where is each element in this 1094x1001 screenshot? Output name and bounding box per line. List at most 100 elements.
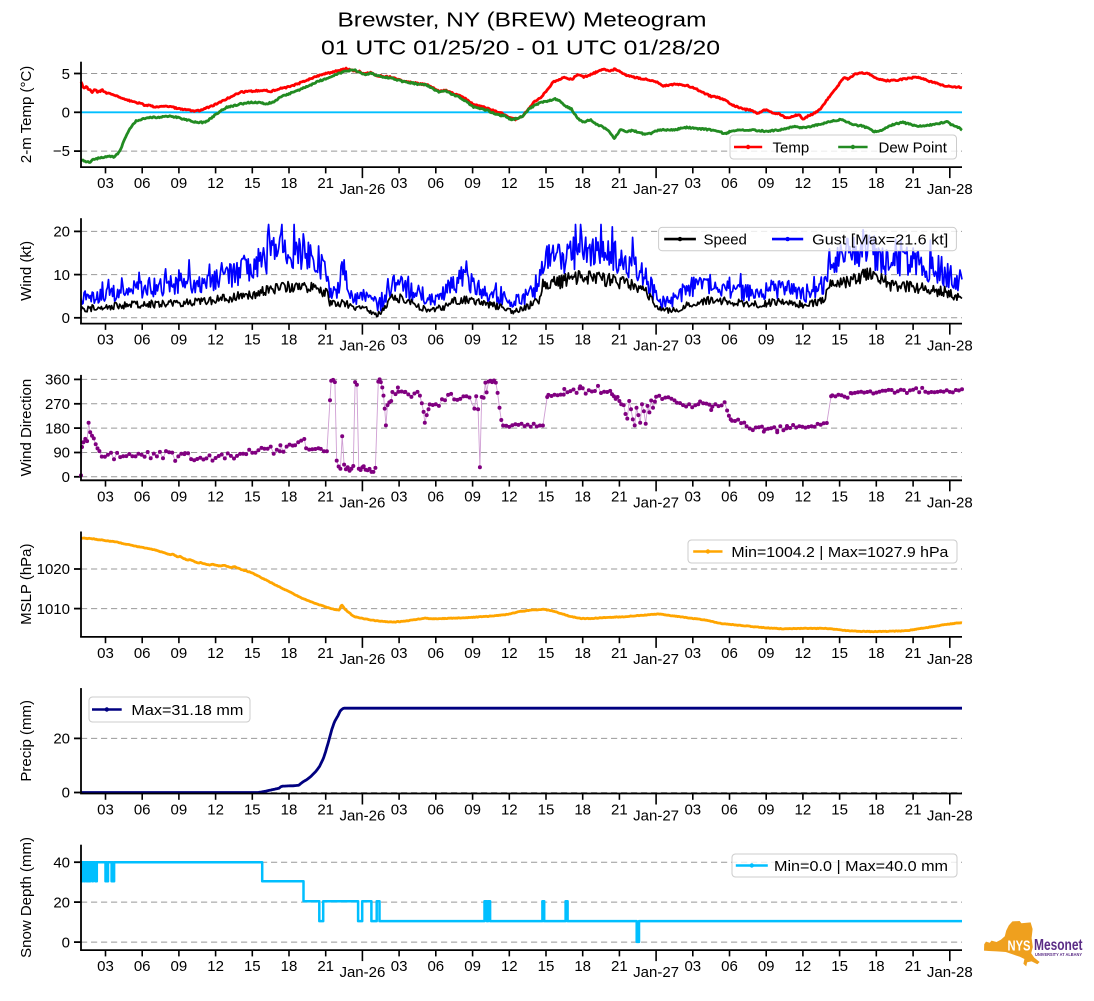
svg-text:10: 10 [53, 267, 70, 284]
svg-text:Jan-26: Jan-26 [339, 181, 385, 198]
svg-text:06: 06 [427, 488, 444, 505]
svg-text:18: 18 [574, 958, 591, 975]
svg-text:06: 06 [134, 645, 151, 662]
svg-text:Jan-28: Jan-28 [927, 494, 973, 511]
svg-text:09: 09 [171, 645, 188, 662]
svg-text:03: 03 [97, 645, 114, 662]
svg-text:Snow Depth (mm): Snow Depth (mm) [18, 837, 35, 958]
svg-text:06: 06 [134, 175, 151, 192]
svg-text:12: 12 [207, 802, 224, 819]
svg-text:18: 18 [281, 645, 298, 662]
svg-text:Temp: Temp [773, 139, 810, 156]
svg-text:20: 20 [53, 224, 70, 241]
svg-text:09: 09 [171, 332, 188, 349]
svg-text:Jan-26: Jan-26 [339, 808, 385, 825]
svg-text:Gust [Max=21.6 kt]: Gust [Max=21.6 kt] [812, 231, 948, 248]
svg-text:18: 18 [281, 958, 298, 975]
svg-text:18: 18 [574, 332, 591, 349]
svg-text:03: 03 [97, 802, 114, 819]
svg-text:21: 21 [611, 958, 628, 975]
svg-text:18: 18 [574, 645, 591, 662]
svg-text:Jan-27: Jan-27 [633, 181, 679, 198]
svg-text:20: 20 [53, 894, 70, 911]
svg-text:03: 03 [684, 645, 701, 662]
svg-text:Wind (kt): Wind (kt) [18, 241, 35, 301]
svg-text:15: 15 [831, 488, 848, 505]
svg-text:21: 21 [317, 645, 334, 662]
svg-text:15: 15 [244, 332, 261, 349]
svg-text:Dew Point: Dew Point [879, 139, 948, 156]
svg-text:Jan-27: Jan-27 [633, 338, 679, 355]
svg-text:21: 21 [317, 488, 334, 505]
svg-text:18: 18 [574, 802, 591, 819]
svg-text:06: 06 [427, 802, 444, 819]
svg-text:Jan-28: Jan-28 [927, 964, 973, 981]
svg-text:15: 15 [244, 488, 261, 505]
svg-text:0: 0 [62, 105, 70, 122]
svg-text:15: 15 [538, 175, 555, 192]
svg-text:Speed: Speed [704, 231, 747, 248]
svg-text:0: 0 [62, 310, 70, 327]
svg-text:03: 03 [684, 175, 701, 192]
svg-text:Min=1004.2 | Max=1027.9 hPa: Min=1004.2 | Max=1027.9 hPa [731, 544, 949, 561]
svg-text:15: 15 [244, 958, 261, 975]
svg-text:21: 21 [317, 332, 334, 349]
svg-text:06: 06 [427, 645, 444, 662]
svg-text:06: 06 [427, 958, 444, 975]
svg-text:15: 15 [538, 332, 555, 349]
svg-text:21: 21 [611, 175, 628, 192]
svg-text:18: 18 [868, 958, 885, 975]
svg-text:12: 12 [207, 958, 224, 975]
svg-text:21: 21 [905, 645, 922, 662]
svg-text:06: 06 [721, 802, 738, 819]
svg-text:12: 12 [795, 332, 812, 349]
svg-text:12: 12 [207, 332, 224, 349]
svg-text:15: 15 [538, 488, 555, 505]
svg-text:06: 06 [427, 175, 444, 192]
svg-text:21: 21 [317, 958, 334, 975]
svg-text:Jan-26: Jan-26 [339, 964, 385, 981]
svg-text:Jan-28: Jan-28 [927, 181, 973, 198]
svg-text:Jan-27: Jan-27 [633, 964, 679, 981]
svg-text:UNIVERSITY AT ALBANY: UNIVERSITY AT ALBANY [1035, 952, 1082, 957]
svg-text:03: 03 [391, 175, 408, 192]
svg-text:2-m Temp (°C): 2-m Temp (°C) [18, 66, 35, 163]
svg-text:09: 09 [758, 802, 775, 819]
svg-text:21: 21 [611, 332, 628, 349]
svg-text:09: 09 [758, 488, 775, 505]
svg-text:03: 03 [391, 958, 408, 975]
svg-text:Jan-27: Jan-27 [633, 808, 679, 825]
svg-text:12: 12 [795, 802, 812, 819]
svg-text:360: 360 [45, 372, 70, 389]
svg-text:Jan-28: Jan-28 [927, 651, 973, 668]
svg-text:Precip (mm): Precip (mm) [18, 700, 35, 782]
svg-text:Jan-28: Jan-28 [927, 808, 973, 825]
svg-text:Min=0.0 | Max=40.0 mm: Min=0.0 | Max=40.0 mm [774, 858, 948, 875]
svg-text:12: 12 [207, 175, 224, 192]
svg-text:MSLP (hPa): MSLP (hPa) [18, 543, 35, 624]
svg-text:12: 12 [795, 645, 812, 662]
svg-text:0: 0 [62, 469, 70, 486]
svg-text:21: 21 [905, 332, 922, 349]
svg-text:12: 12 [795, 958, 812, 975]
svg-text:06: 06 [134, 488, 151, 505]
svg-text:15: 15 [831, 802, 848, 819]
svg-text:−5: −5 [53, 143, 70, 160]
svg-text:21: 21 [317, 802, 334, 819]
svg-text:03: 03 [97, 488, 114, 505]
svg-text:09: 09 [464, 958, 481, 975]
svg-text:06: 06 [721, 645, 738, 662]
svg-text:21: 21 [905, 175, 922, 192]
svg-text:03: 03 [97, 958, 114, 975]
svg-text:18: 18 [574, 488, 591, 505]
svg-text:12: 12 [501, 488, 518, 505]
svg-text:06: 06 [721, 958, 738, 975]
svg-text:0: 0 [62, 934, 70, 951]
svg-text:15: 15 [538, 802, 555, 819]
svg-text:18: 18 [281, 175, 298, 192]
svg-text:Jan-26: Jan-26 [339, 494, 385, 511]
svg-text:21: 21 [905, 958, 922, 975]
svg-text:15: 15 [831, 958, 848, 975]
svg-text:Jan-28: Jan-28 [927, 338, 973, 355]
svg-text:06: 06 [721, 175, 738, 192]
